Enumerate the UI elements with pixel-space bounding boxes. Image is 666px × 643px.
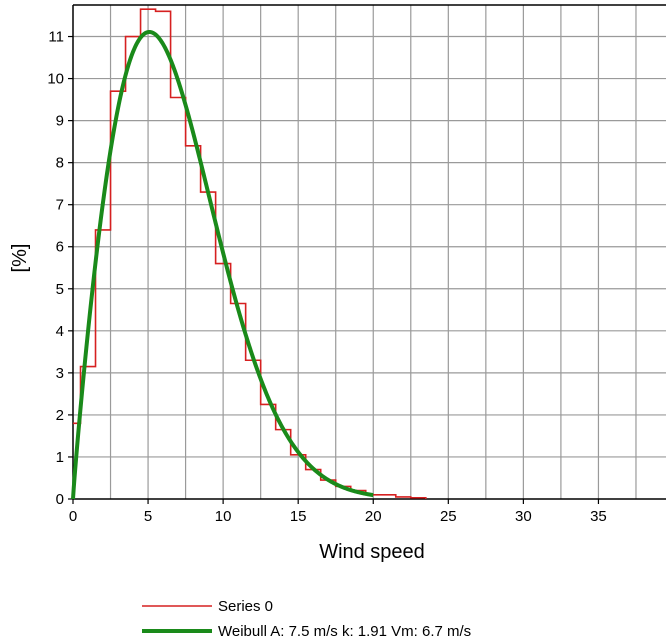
y-tick-label: 6 [56,239,64,256]
y-tick-label: 0 [56,491,64,508]
x-tick-label: 10 [215,508,232,525]
x-tick-labels: 0 5 10 15 20 25 30 35 [69,499,607,525]
y-tick-label: 3 [56,365,64,382]
y-axis-label: [%] [9,244,31,273]
y-tick-label: 9 [56,113,64,130]
x-tick-label: 20 [365,508,382,525]
x-tick-label: 30 [515,508,532,525]
x-tick-label: 15 [290,508,307,525]
x-tick-label: 0 [69,508,77,525]
y-tick-label: 4 [56,323,64,340]
y-tick-label: 11 [48,29,64,46]
y-tick-label: 7 [56,197,64,214]
grid-lines [73,5,666,499]
x-tick-label: 25 [440,508,457,525]
x-tick-label: 35 [590,508,607,525]
axes [72,4,666,500]
y-tick-label: 10 [47,71,64,88]
x-axis-label: Wind speed [319,541,425,563]
y-tick-labels: 0 1 2 3 4 5 6 7 8 9 10 11 [47,29,73,508]
x-tick-label: 5 [144,508,152,525]
y-tick-label: 5 [56,281,64,298]
weibull-curve-line [71,29,375,500]
y-tick-label: 8 [56,155,64,172]
y-tick-label: 2 [56,407,64,424]
series-group [71,8,427,500]
legend-label-weibull: Weibull A: 7.5 m/s k: 1.91 Vm: 6.7 m/s [218,623,471,640]
legend-label-series-0: Series 0 [218,598,273,615]
y-tick-label: 1 [56,449,64,466]
legend: Series 0 Weibull A: 7.5 m/s k: 1.91 Vm: … [142,598,471,640]
